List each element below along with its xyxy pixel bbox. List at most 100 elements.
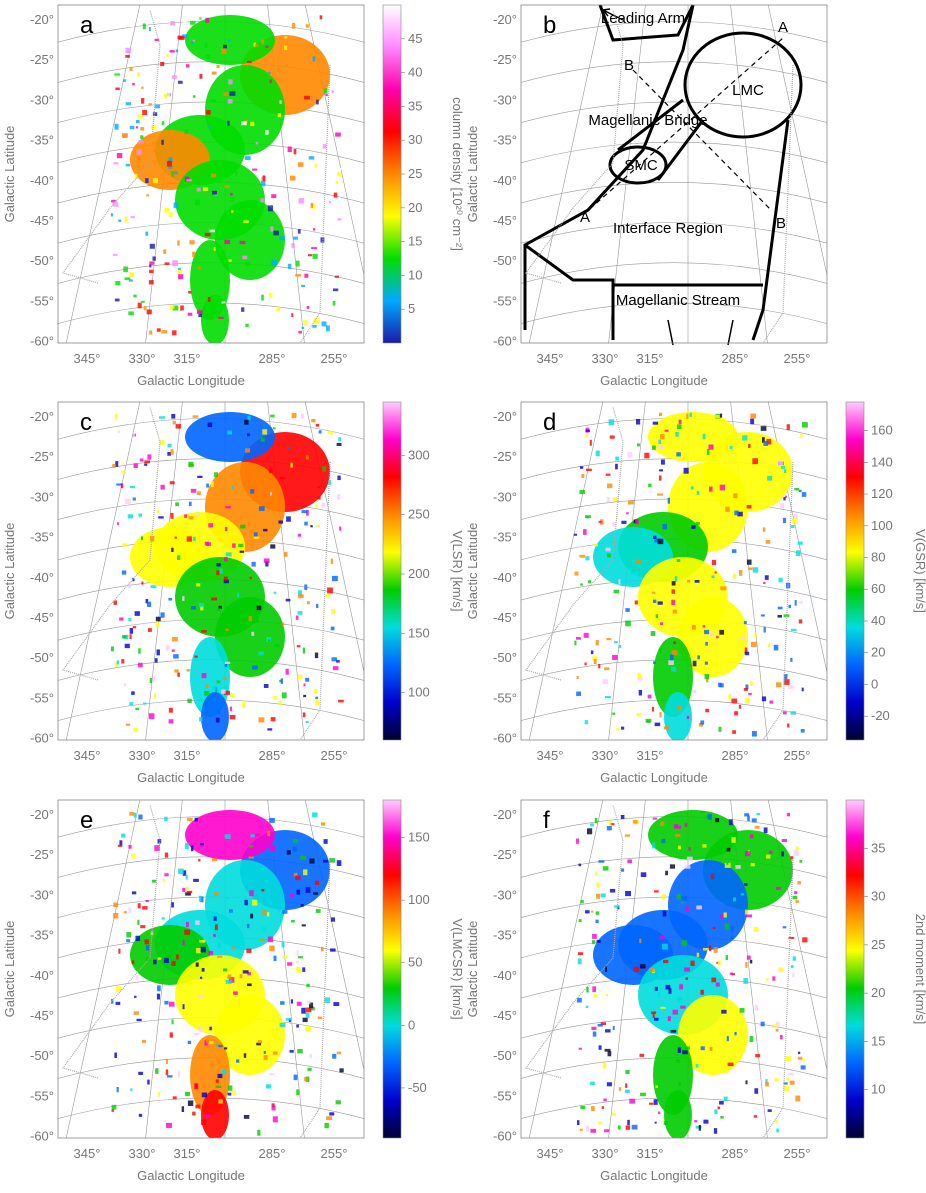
lat-tick-label: -55° bbox=[30, 690, 54, 705]
lat-tick-label: -30° bbox=[30, 489, 54, 504]
colorbar-tick-label: 200 bbox=[408, 566, 430, 581]
lat-tick-label: -55° bbox=[30, 1088, 54, 1103]
lat-tick-label: -45° bbox=[30, 213, 54, 228]
colorbar-tick-label: 40 bbox=[871, 613, 885, 628]
lat-tick-label: -30° bbox=[493, 887, 517, 902]
lat-tick-label: -20° bbox=[30, 409, 54, 424]
lon-tick-label: 285° bbox=[259, 1146, 286, 1161]
lon-tick-label: 285° bbox=[259, 351, 286, 366]
colorbar-tick-label: 10 bbox=[871, 1082, 885, 1097]
lat-tick-label: -55° bbox=[493, 293, 517, 308]
lon-tick-label: 345° bbox=[537, 1146, 564, 1161]
lon-tick-label: 315° bbox=[174, 1146, 201, 1161]
lon-tick-label: 330° bbox=[129, 748, 156, 763]
colorbar bbox=[845, 799, 865, 1139]
region-label: Magellanic Stream bbox=[616, 292, 740, 309]
lat-tick-label: -55° bbox=[493, 690, 517, 705]
lat-tick-label: -20° bbox=[30, 807, 54, 822]
lon-tick-label: 285° bbox=[722, 748, 749, 763]
colorbar-label: V(LMCSR) [km/s] bbox=[450, 918, 465, 1019]
colorbar bbox=[382, 401, 402, 741]
colorbar-tick-label: 30 bbox=[871, 889, 885, 904]
colorbar-tick-label: 20 bbox=[871, 645, 885, 660]
lat-tick-label: -35° bbox=[493, 133, 517, 148]
lon-tick-label: 255° bbox=[784, 1146, 811, 1161]
panel-svg: 5 10 15 20 25 30 35 40 45 column density [10²⁰ cm… bbox=[2, 4, 465, 388]
lat-tick-label: -60° bbox=[30, 1129, 54, 1144]
colorbar-tick-label: 160 bbox=[871, 423, 893, 438]
lat-tick-label: -30° bbox=[30, 92, 54, 107]
y-axis-label: Galactic Latitude bbox=[465, 523, 480, 620]
colorbar-tick-label: 40 bbox=[408, 65, 422, 80]
colorbar-tick-label: 20 bbox=[871, 985, 885, 1000]
emission-map bbox=[576, 810, 808, 1138]
colorbar-label: V(GSR) [km/s] bbox=[913, 529, 926, 613]
lat-tick-label: -20° bbox=[493, 807, 517, 822]
lat-tick-label: -20° bbox=[493, 12, 517, 27]
lon-tick-label: 345° bbox=[74, 1146, 101, 1161]
panel-d: -20 0 20 40 60 80 100 120 140 160 V(GSR) [km/s] -20… bbox=[463, 397, 926, 794]
lon-tick-label: 330° bbox=[592, 748, 619, 763]
plot-frame bbox=[520, 799, 828, 1139]
emission-map bbox=[111, 810, 344, 1138]
lat-tick-label: -60° bbox=[493, 334, 517, 349]
colorbar-tick-label: 100 bbox=[408, 685, 430, 700]
lat-tick-label: -45° bbox=[30, 610, 54, 625]
colorbar-tick-label: 150 bbox=[408, 830, 430, 845]
lat-tick-label: -45° bbox=[493, 1008, 517, 1023]
lat-tick-label: -55° bbox=[493, 1088, 517, 1103]
lat-tick-label: -40° bbox=[30, 173, 54, 188]
colorbar-tick-label: 20 bbox=[408, 200, 422, 215]
colorbar-tick-label: 250 bbox=[408, 507, 430, 522]
colorbar-tick-label: 45 bbox=[408, 31, 422, 46]
panel-svg: -50 0 50 100 150 V(LMCSR) [km/s] -20° -25° -30° -… bbox=[2, 799, 465, 1183]
lon-tick-label: 315° bbox=[637, 351, 664, 366]
lat-tick-label: -60° bbox=[493, 1129, 517, 1144]
colorbar-tick-label: 5 bbox=[408, 301, 415, 316]
lon-tick-label: 330° bbox=[129, 351, 156, 366]
colorbar-label: column density [10²⁰ cm⁻²] bbox=[450, 97, 465, 251]
lon-tick-label: 285° bbox=[259, 748, 286, 763]
region-label: SMC bbox=[624, 157, 658, 174]
lat-tick-label: -25° bbox=[30, 449, 54, 464]
panel-c: 100 150 200 250 300 V(LSR) [km/s] -20° -25° -30°… bbox=[0, 397, 465, 794]
plot-frame bbox=[520, 4, 828, 344]
lon-tick-label: 345° bbox=[537, 351, 564, 366]
region-label: Magellanic Bridge bbox=[588, 112, 707, 129]
x-axis-label: Galactic Longitude bbox=[137, 373, 245, 388]
panel-f: 10 15 20 25 30 35 2nd moment [km/s] -20° -25° -30… bbox=[463, 795, 926, 1192]
region-diagram: Leading Arm LMC Magellanic Bridge SMC Interf… bbox=[523, 4, 803, 346]
lat-tick-label: -45° bbox=[493, 610, 517, 625]
lat-tick-label: -35° bbox=[493, 530, 517, 545]
y-axis-label: Galactic Latitude bbox=[2, 523, 17, 620]
lat-tick-label: -20° bbox=[493, 409, 517, 424]
colorbar-tick-label: 150 bbox=[408, 625, 430, 640]
colorbar bbox=[382, 799, 402, 1139]
lat-tick-label: -60° bbox=[30, 334, 54, 349]
lat-tick-label: -20° bbox=[30, 12, 54, 27]
y-axis-label: Galactic Latitude bbox=[465, 126, 480, 223]
lon-tick-label: 345° bbox=[537, 748, 564, 763]
lat-tick-label: -25° bbox=[493, 52, 517, 67]
lon-tick-label: 255° bbox=[321, 748, 348, 763]
lat-tick-label: -50° bbox=[30, 650, 54, 665]
lat-tick-label: -60° bbox=[30, 731, 54, 746]
colorbar-tick-label: 140 bbox=[871, 454, 893, 469]
lat-tick-label: -45° bbox=[493, 213, 517, 228]
panel-svg: Leading Arm LMC Magellanic Bridge SMC Interf… bbox=[465, 4, 828, 388]
lon-tick-label: 345° bbox=[74, 748, 101, 763]
lon-tick-label: 315° bbox=[174, 748, 201, 763]
colorbar-tick-label: 25 bbox=[408, 166, 422, 181]
y-axis-label: Galactic Latitude bbox=[2, 921, 17, 1018]
lat-tick-label: -35° bbox=[30, 133, 54, 148]
colorbar-tick-label: 50 bbox=[408, 955, 422, 970]
lat-tick-label: -40° bbox=[30, 968, 54, 983]
panel-svg: 100 150 200 250 300 V(LSR) [km/s] -20° -25° -30°… bbox=[2, 401, 465, 785]
y-axis-label: Galactic Latitude bbox=[2, 126, 17, 223]
panel-svg: 10 15 20 25 30 35 2nd moment [km/s] -20° -25° -30… bbox=[465, 799, 926, 1183]
lon-tick-label: 330° bbox=[592, 351, 619, 366]
colorbar-tick-label: -20 bbox=[871, 708, 890, 723]
survey-boundary bbox=[525, 406, 794, 741]
lon-tick-label: 255° bbox=[784, 351, 811, 366]
panel-label: d bbox=[543, 409, 556, 436]
